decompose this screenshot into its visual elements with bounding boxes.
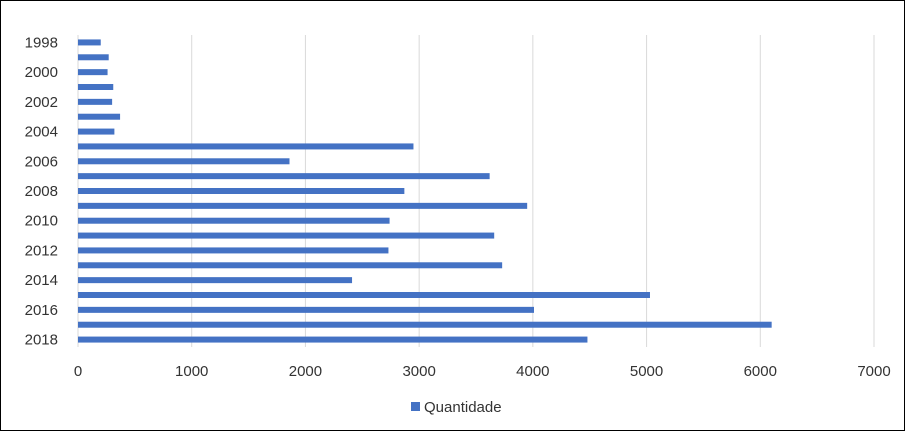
y-tick-label-2002: 2002 — [25, 94, 58, 111]
bar-2003 — [78, 113, 121, 120]
x-tick-label-1000: 1000 — [175, 363, 208, 380]
legend-swatch — [411, 402, 420, 411]
y-tick-label-2006: 2006 — [25, 153, 58, 170]
y-tick-label-1998: 1998 — [25, 34, 58, 51]
legend: Quantidade — [411, 399, 502, 416]
y-tick-label-2000: 2000 — [25, 64, 58, 81]
bar-2005 — [78, 143, 414, 150]
y-tick-label-2010: 2010 — [25, 213, 58, 230]
bar-2004 — [78, 128, 115, 135]
bar-2012 — [78, 247, 389, 254]
bar-2014 — [78, 277, 353, 284]
bar-2011 — [78, 232, 495, 239]
bar-2001 — [78, 84, 114, 90]
bar-2009 — [78, 202, 528, 209]
y-axis-labels: 1998 2000 2002 2004 2006 2008 2010 2012 2014 2016… — [25, 34, 58, 348]
bar-2018 — [78, 336, 588, 343]
x-tick-label-0: 0 — [74, 363, 82, 380]
bar-2015 — [78, 292, 650, 298]
y-tick-label-2012: 2012 — [25, 242, 58, 259]
x-tick-label-6000: 6000 — [744, 363, 777, 380]
bar-1999 — [78, 54, 109, 61]
bar-2010 — [78, 217, 390, 224]
y-tick-label-2014: 2014 — [25, 272, 58, 289]
bar-2017 — [78, 321, 772, 328]
y-tick-label-2008: 2008 — [25, 183, 58, 200]
x-tick-label-7000: 7000 — [857, 363, 890, 380]
grid-lines — [77, 35, 875, 347]
y-tick-label-2016: 2016 — [25, 302, 58, 319]
x-tick-label-5000: 5000 — [630, 363, 663, 380]
bar-2000 — [78, 69, 108, 76]
x-axis-labels: 0 1000 2000 3000 4000 5000 6000 7000 — [74, 363, 891, 380]
y-tick-label-2004: 2004 — [25, 124, 58, 141]
bar-2002 — [78, 98, 113, 105]
bar-2013 — [78, 262, 503, 269]
legend-label: Quantidade — [424, 399, 502, 416]
bar-1998 — [78, 39, 101, 46]
bar-2016 — [78, 306, 534, 313]
x-tick-label-3000: 3000 — [402, 363, 435, 380]
bar-2006 — [78, 158, 290, 165]
y-tick-label-2018: 2018 — [25, 332, 58, 349]
x-tick-label-4000: 4000 — [516, 363, 549, 380]
bar-2008 — [78, 188, 405, 194]
x-tick-label-2000: 2000 — [289, 363, 322, 380]
bar-2007 — [78, 173, 490, 180]
bars — [78, 39, 772, 343]
